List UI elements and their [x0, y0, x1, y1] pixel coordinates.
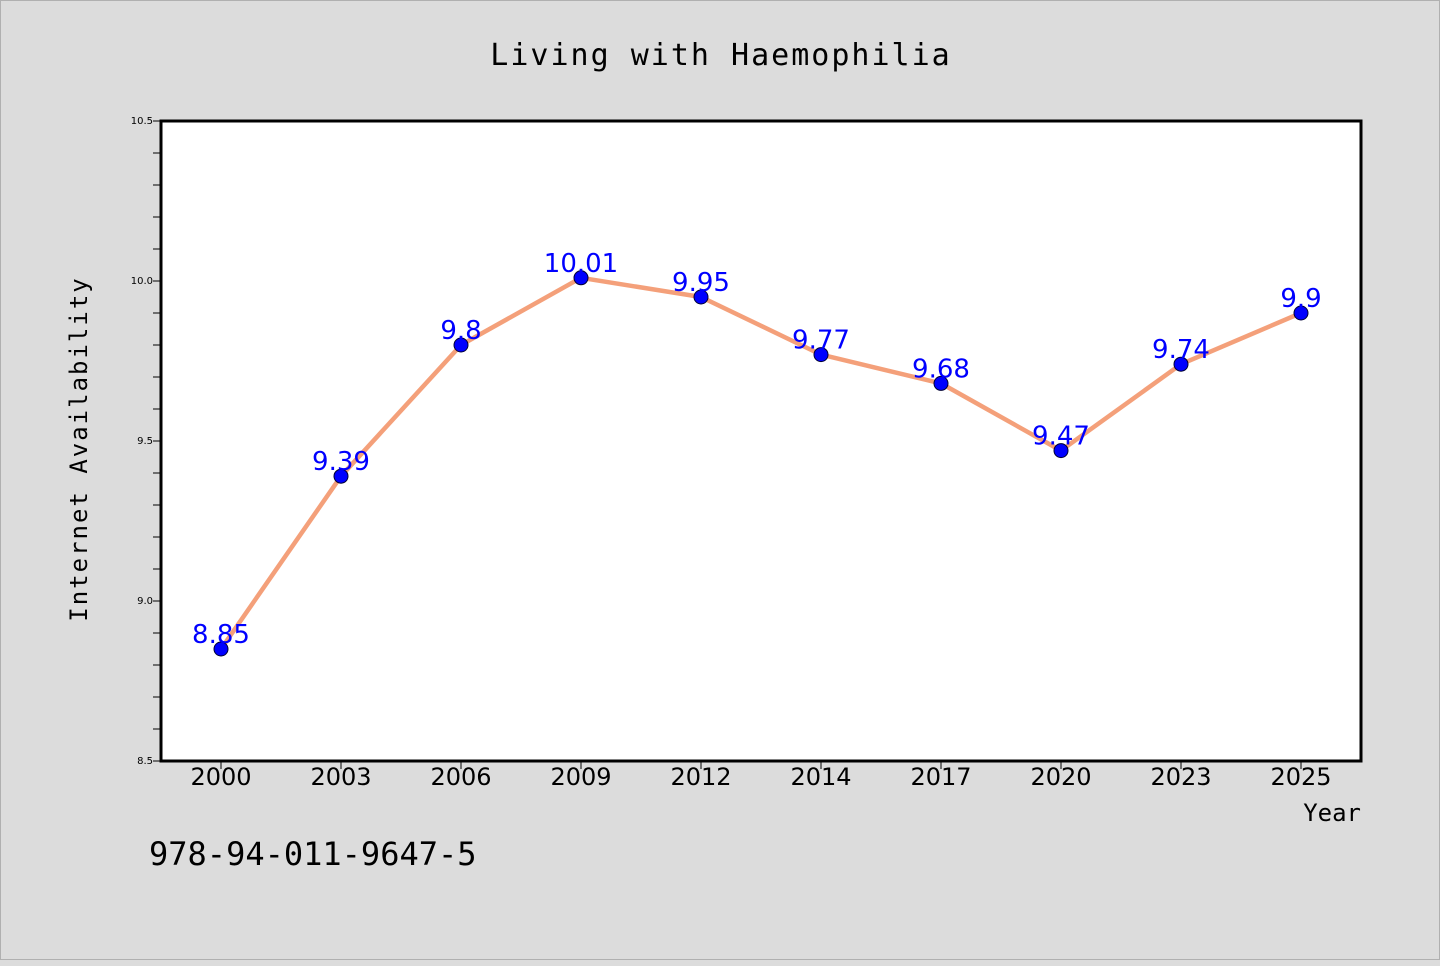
plot-area [159, 119, 1363, 763]
x-axis-label: Year [1303, 799, 1361, 827]
data-point [573, 270, 589, 286]
x-axis: 2000 2003 2006 2009 2012 2014 2017 2020 2023 2025 [190, 761, 1332, 791]
data-label: 9.9 [1280, 284, 1321, 314]
data-label: 9.8 [440, 316, 481, 346]
data-point [813, 347, 829, 363]
y-axis-label: Internet Availability [65, 276, 93, 621]
x-tick-label: 2009 [550, 763, 611, 791]
y-tick-label: 8.5 [137, 756, 153, 767]
x-tick-label: 2012 [670, 763, 731, 791]
data-label: 9.68 [912, 354, 970, 384]
y-tick-label: 10.5 [131, 116, 153, 127]
data-label: 9.77 [792, 326, 850, 356]
x-tick-label: 2017 [910, 763, 971, 791]
y-tick-label: 10.0 [131, 276, 153, 287]
data-point [213, 641, 229, 657]
data-label: 9.47 [1032, 422, 1090, 452]
series-line [218, 275, 1304, 652]
x-tick-label: 2014 [790, 763, 851, 791]
data-point [1053, 443, 1069, 459]
isbn-footer: 978-94-011-9647-5 [149, 835, 477, 873]
x-tick-label: 2025 [1270, 763, 1331, 791]
chart-title: Living with Haemophilia [490, 38, 951, 73]
data-point [693, 289, 709, 305]
data-point [453, 337, 469, 353]
data-label: 9.39 [312, 447, 370, 477]
x-tick-label: 2003 [310, 763, 371, 791]
data-point [333, 468, 349, 484]
data-label: 9.95 [672, 268, 730, 298]
data-label: 8.85 [192, 620, 250, 650]
y-tick-label: 9.5 [137, 436, 153, 447]
series-markers [213, 270, 1309, 657]
y-axis: 8.5 9.0 9.5 10.0 10.5 [131, 116, 161, 767]
data-point [1173, 356, 1189, 372]
data-label: 9.74 [1152, 335, 1210, 365]
x-tick-label: 2023 [1150, 763, 1211, 791]
data-label: 10.01 [544, 249, 618, 279]
x-tick-label: 2000 [190, 763, 251, 791]
data-point [1293, 305, 1309, 321]
data-labels: 8.85 9.39 9.8 10.01 9.95 9.77 9.68 9.47 9.74 9.9 [192, 249, 1322, 650]
y-tick-label: 9.0 [137, 596, 153, 607]
data-point [933, 375, 949, 391]
x-tick-label: 2006 [430, 763, 491, 791]
x-tick-label: 2020 [1030, 763, 1091, 791]
